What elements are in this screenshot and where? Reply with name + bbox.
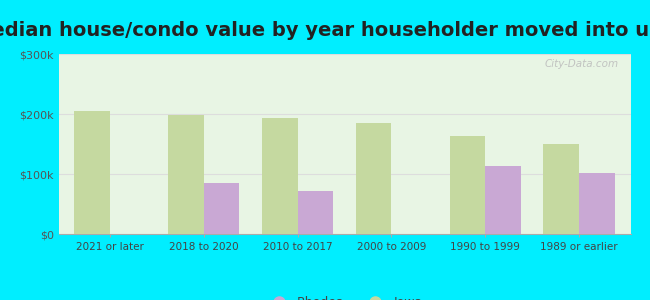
Bar bbox=[298, 191, 333, 234]
Bar bbox=[450, 136, 485, 234]
Text: City-Data.com: City-Data.com bbox=[545, 59, 619, 69]
Bar bbox=[579, 173, 614, 234]
Legend: Rhodes, Iowa: Rhodes, Iowa bbox=[261, 291, 428, 300]
Bar bbox=[75, 111, 110, 234]
Bar bbox=[204, 183, 239, 234]
Text: Median house/condo value by year householder moved into unit: Median house/condo value by year househo… bbox=[0, 21, 650, 40]
Bar bbox=[543, 144, 579, 234]
Bar bbox=[262, 118, 298, 234]
Bar bbox=[356, 123, 391, 234]
Bar bbox=[485, 166, 521, 234]
Bar bbox=[168, 115, 204, 234]
